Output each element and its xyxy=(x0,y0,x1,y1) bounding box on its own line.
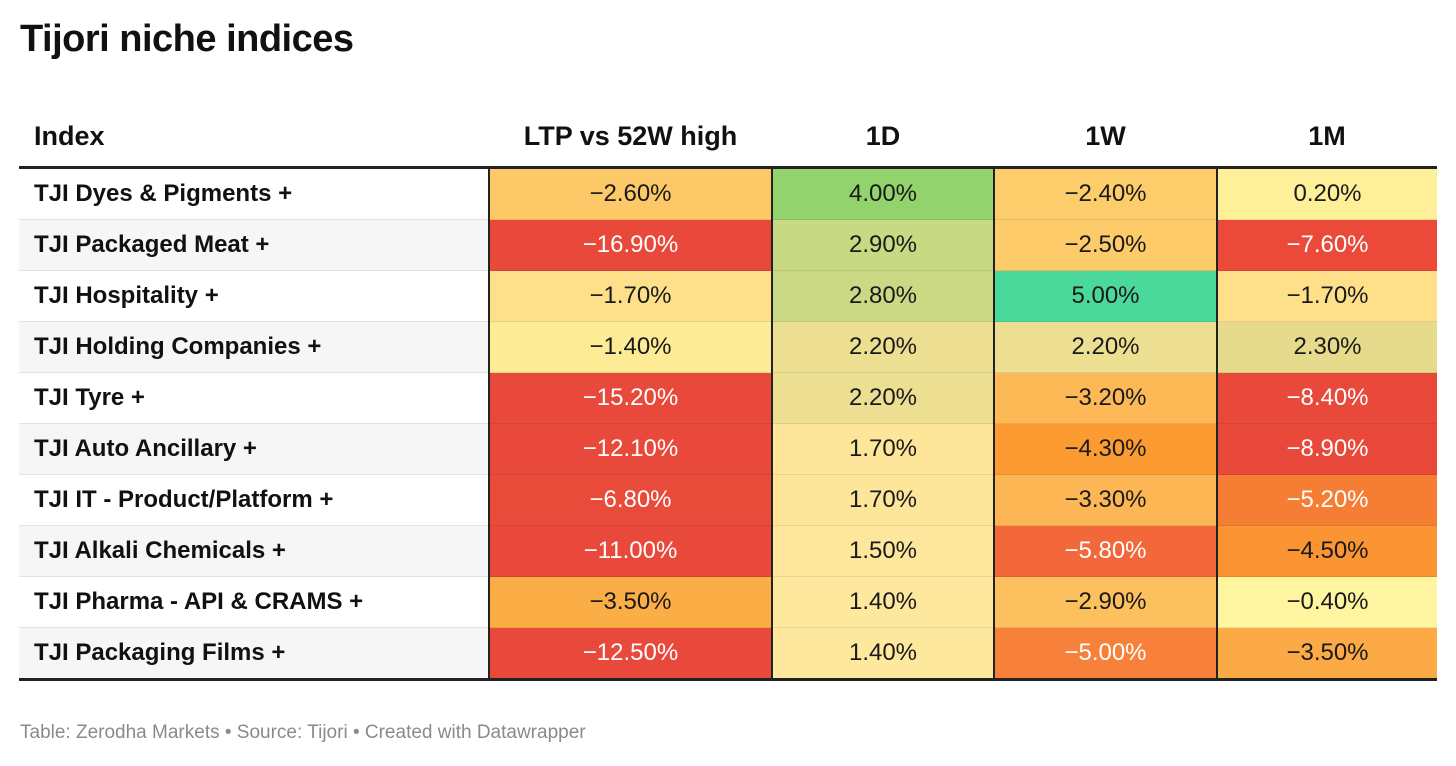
column-header-index: Index xyxy=(19,106,489,169)
heat-cell: −2.60% xyxy=(488,167,772,220)
heat-cell: −3.20% xyxy=(993,372,1217,424)
heat-cell: −15.20% xyxy=(488,372,772,424)
table-row: TJI Hospitality + −1.70% 2.80% 5.00% −1.70% xyxy=(19,270,1437,322)
table-row: TJI Holding Companies + −1.40% 2.20% 2.20% 2… xyxy=(19,321,1437,373)
heat-cell: 2.80% xyxy=(771,270,994,322)
heat-cell: −2.40% xyxy=(993,167,1217,220)
heat-cell: 1.40% xyxy=(771,627,994,681)
heat-cell: 0.20% xyxy=(1216,167,1437,220)
row-index-name: TJI Packaging Films + xyxy=(19,627,489,681)
row-index-name: TJI Dyes & Pigments + xyxy=(19,167,489,220)
row-index-name: TJI Pharma - API & CRAMS + xyxy=(19,576,489,628)
heat-cell: −5.80% xyxy=(993,525,1217,577)
source-footer: Table: Zerodha Markets • Source: Tijori … xyxy=(20,722,586,743)
heat-cell: 2.30% xyxy=(1216,321,1437,373)
heat-cell: −16.90% xyxy=(488,219,772,271)
table-row: TJI Packaged Meat + −16.90% 2.90% −2.50% −7.… xyxy=(19,219,1437,271)
heat-cell: −7.60% xyxy=(1216,219,1437,271)
table-row: TJI Alkali Chemicals + −11.00% 1.50% −5.80%… xyxy=(19,525,1437,577)
heat-cell: −1.70% xyxy=(1216,270,1437,322)
row-index-name: TJI Auto Ancillary + xyxy=(19,423,489,475)
heat-cell: 2.90% xyxy=(771,219,994,271)
heat-cell: −12.50% xyxy=(488,627,772,681)
heat-cell: −8.40% xyxy=(1216,372,1437,424)
column-header-1w: 1W xyxy=(994,106,1217,169)
column-header-ltp-vs-52w-high: LTP vs 52W high xyxy=(489,106,772,169)
heat-cell: −2.90% xyxy=(993,576,1217,628)
table-row: TJI Pharma - API & CRAMS + −3.50% 1.40% −2.… xyxy=(19,576,1437,628)
heat-cell: 5.00% xyxy=(993,270,1217,322)
row-index-name: TJI Hospitality + xyxy=(19,270,489,322)
table-row: TJI Packaging Films + −12.50% 1.40% −5.00% −… xyxy=(19,627,1437,681)
row-index-name: TJI Tyre + xyxy=(19,372,489,424)
heat-cell: −1.70% xyxy=(488,270,772,322)
heat-cell: −4.30% xyxy=(993,423,1217,475)
heat-cell: −1.40% xyxy=(488,321,772,373)
heat-cell: −12.10% xyxy=(488,423,772,475)
heat-cell: −8.90% xyxy=(1216,423,1437,475)
table-row: TJI Auto Ancillary + −12.10% 1.70% −4.30% −8… xyxy=(19,423,1437,475)
heat-cell: 2.20% xyxy=(993,321,1217,373)
heat-cell: −5.00% xyxy=(993,627,1217,681)
heat-cell: −3.50% xyxy=(1216,627,1437,681)
heat-cell: −11.00% xyxy=(488,525,772,577)
row-index-name: TJI Holding Companies + xyxy=(19,321,489,373)
column-header-1m: 1M xyxy=(1217,106,1437,169)
row-index-name: TJI Alkali Chemicals + xyxy=(19,525,489,577)
heat-cell: −5.20% xyxy=(1216,474,1437,526)
table-row: TJI Dyes & Pigments + −2.60% 4.00% −2.40% 0.… xyxy=(19,167,1437,220)
table-row: TJI Tyre + −15.20% 2.20% −3.20% −8.40% xyxy=(19,372,1437,424)
table-row: TJI IT - Product/Platform + −6.80% 1.70% −3… xyxy=(19,474,1437,526)
heat-cell: 2.20% xyxy=(771,372,994,424)
heat-cell: 1.40% xyxy=(771,576,994,628)
heat-cell: 1.70% xyxy=(771,423,994,475)
row-index-name: TJI Packaged Meat + xyxy=(19,219,489,271)
row-index-name: TJI IT - Product/Platform + xyxy=(19,474,489,526)
heat-cell: −6.80% xyxy=(488,474,772,526)
heat-cell: 1.50% xyxy=(771,525,994,577)
heat-cell: −3.50% xyxy=(488,576,772,628)
heat-cell: −3.30% xyxy=(993,474,1217,526)
heat-cell: 4.00% xyxy=(771,167,994,220)
header-row: Index LTP vs 52W high 1D 1W 1M xyxy=(19,106,1437,169)
heat-cell: 2.20% xyxy=(771,321,994,373)
heat-cell: 1.70% xyxy=(771,474,994,526)
chart-title: Tijori niche indices xyxy=(20,18,354,60)
column-header-1d: 1D xyxy=(772,106,994,169)
heat-cell: −4.50% xyxy=(1216,525,1437,577)
heatmap-table: Index LTP vs 52W high 1D 1W 1M TJI Dyes … xyxy=(19,106,1437,681)
heat-cell: −0.40% xyxy=(1216,576,1437,628)
heat-cell: −2.50% xyxy=(993,219,1217,271)
